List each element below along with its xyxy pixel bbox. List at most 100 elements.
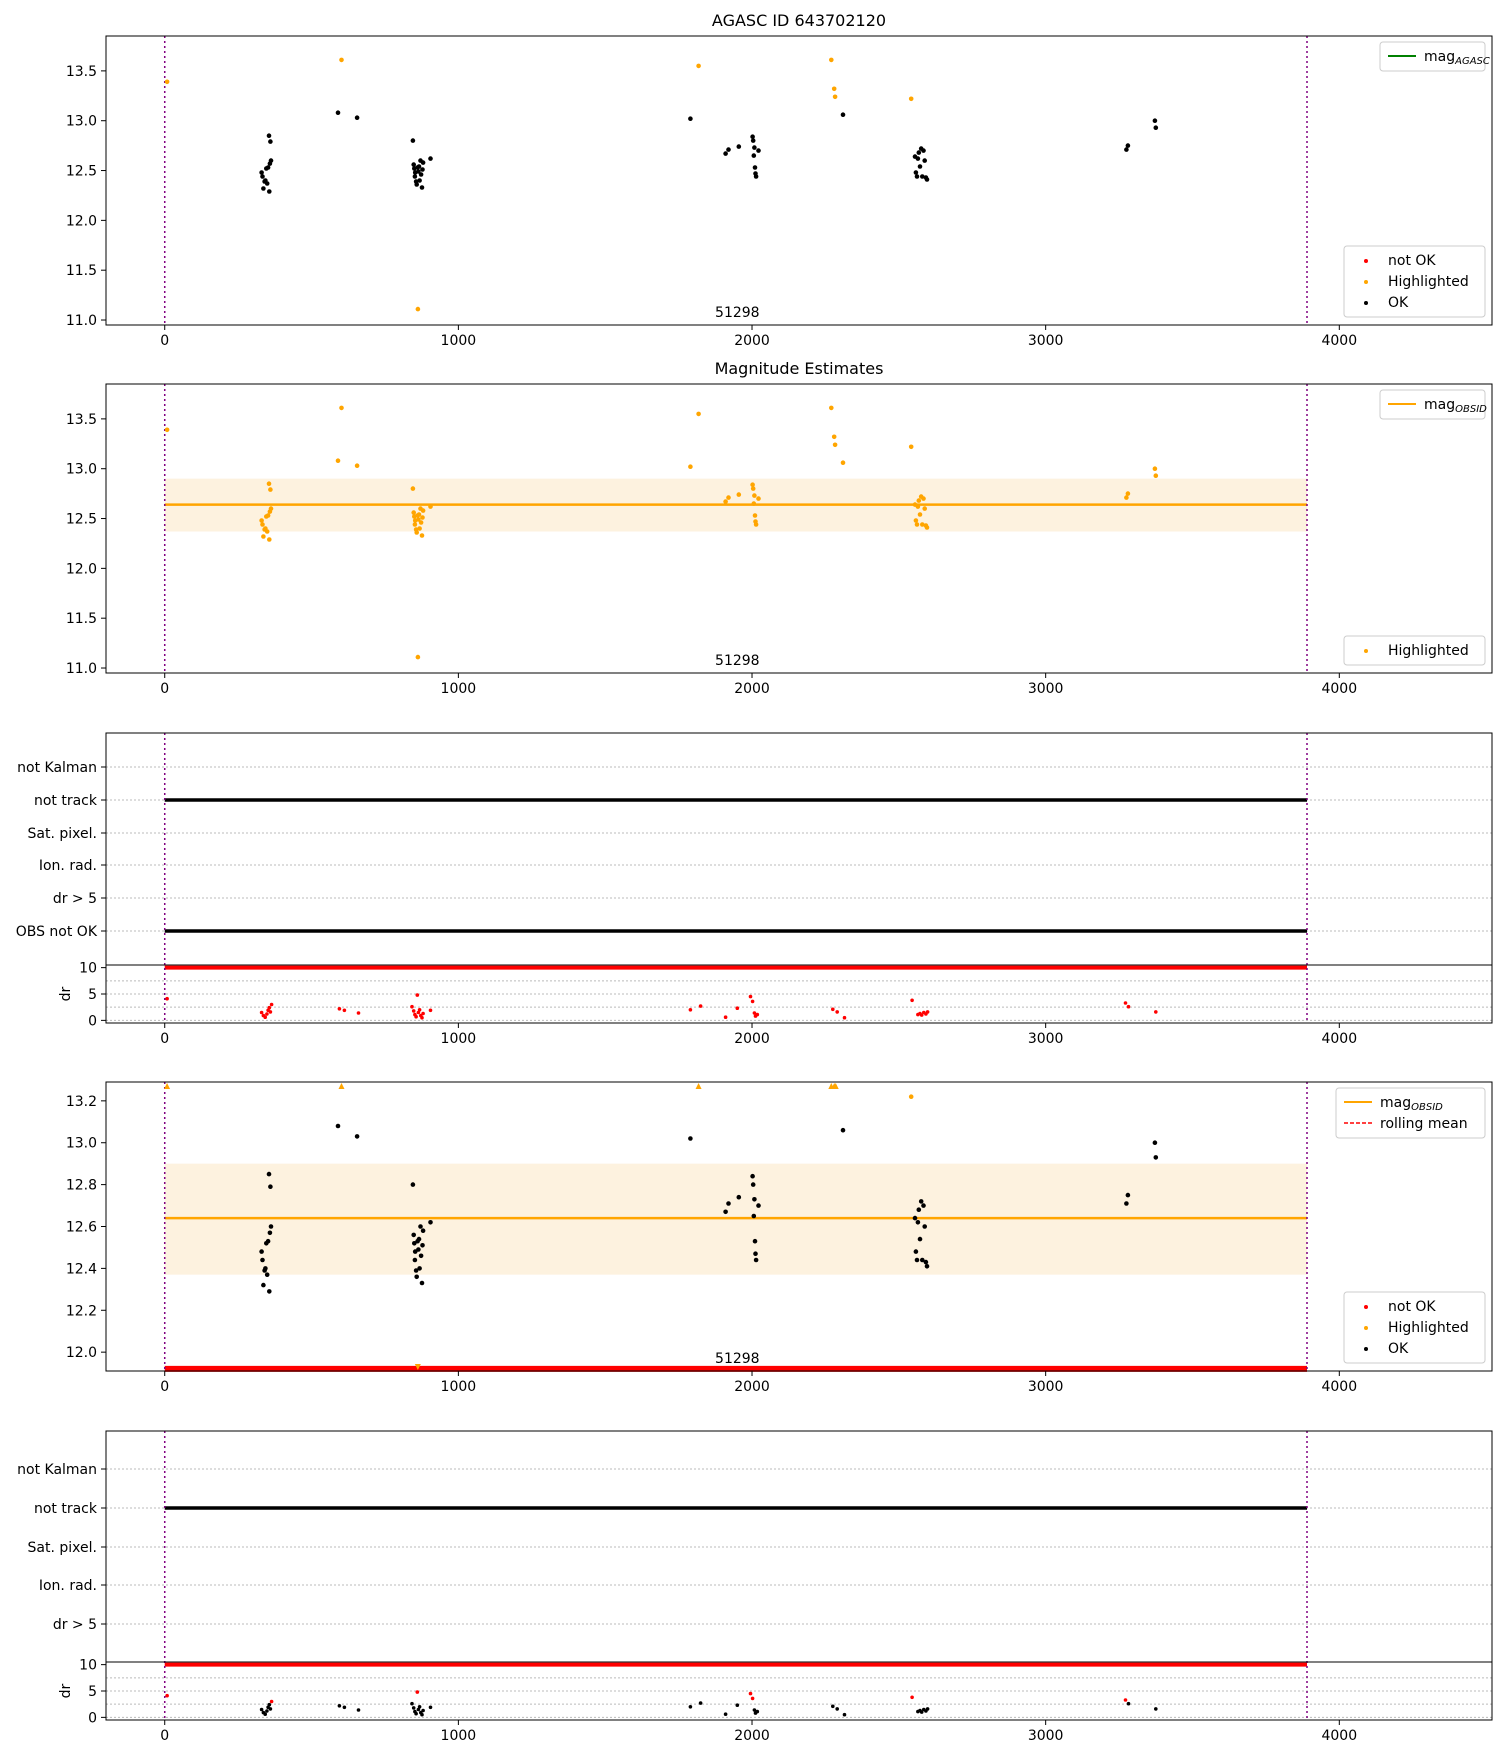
dr-point [342,1705,347,1710]
point-ok [753,1251,758,1256]
dr-point [735,1703,740,1707]
point-highlighted [267,537,272,542]
dr-point [755,1012,760,1017]
point-highlighted [339,57,344,63]
dr-point [420,1712,424,1717]
legend-label-text: mag [1424,49,1455,65]
x-tick-label: 2000 [734,1031,770,1047]
point-ok [920,174,925,179]
dr-point [919,1013,924,1017]
point-highlighted [696,411,701,417]
legend-label: Highlighted [1388,274,1469,290]
dr-point [410,1701,414,1706]
dr-point [925,1707,930,1711]
point-highlighted [416,517,421,522]
point-highlighted [913,518,919,523]
legend-frame [1335,1087,1486,1139]
point-highlighted [164,427,170,433]
point-ok [918,1199,924,1204]
point-highlighted [752,513,758,518]
panel-frame [105,383,1493,674]
point-highlighted [412,522,418,527]
point-highlighted [428,504,433,509]
dr-point [835,1010,839,1014]
panel-p3: not Kalman not track Sat. pixel. Ion. rad. d… [16,732,1493,1047]
legend-bottom-right: not OK Highlighted OK [1343,1291,1486,1364]
point-ok [723,151,728,156]
dr-point [269,1699,274,1704]
dr-point [723,1015,728,1019]
legend-label-text: Highlighted [1388,1320,1469,1336]
flag-category-label: Sat. pixel. [28,826,97,842]
point-ok [914,1257,920,1263]
dr-point [415,993,420,997]
legend-dot-swatch [1364,1305,1368,1309]
dr-point [165,1693,169,1698]
point-highlighted [924,525,930,530]
legend-label: magOBSID [1424,397,1487,415]
dr-point [735,1006,740,1010]
x-tick-label: 1000 [441,681,477,697]
point-highlighted [1124,495,1129,500]
y-tick-label: 11.5 [66,611,97,627]
point-highlighted [260,522,265,527]
x-tick-label: 3000 [1028,1379,1064,1395]
point-ok [268,139,273,144]
dr-point [342,1008,347,1013]
dr-point [748,1691,753,1696]
flag-category-label: Sat. pixel. [28,1540,97,1556]
dr-point [831,1007,835,1012]
point-ok [335,1123,341,1129]
point-ok [1125,143,1131,148]
point-ok [916,1207,922,1212]
point-ok [335,110,341,115]
flag-category-label: dr > 5 [53,891,97,907]
point-highlighted [916,498,922,503]
point-highlighted [416,512,422,517]
point-ok [751,1213,757,1219]
dr-point [263,1712,268,1716]
panel-frame [105,732,1493,1024]
legend-bottom-right: not OK Highlighted OK [1343,245,1486,318]
dr-point [1154,1707,1158,1711]
point-highlighted [259,518,264,523]
point-ok [416,1236,422,1242]
panel-p5: not Kalman not track Sat. pixel. Ion. rad. d… [17,1430,1493,1744]
x-tick-label: 2000 [734,1728,770,1744]
dr-axis-label: dr [58,986,74,1001]
dr-tick-label: 10 [79,1658,97,1674]
point-ok [921,1203,926,1208]
point-ok [1124,147,1129,152]
point-ok [752,145,757,150]
point-ok [354,1134,360,1139]
dr-point [842,1712,847,1717]
legend-label-subscript: OBSID [1455,404,1487,415]
dr-point [428,1008,433,1013]
legend-label-text: Highlighted [1388,274,1469,290]
point-ok [922,158,927,163]
y-tick-label: 12.5 [66,164,97,180]
dr-point [428,1705,433,1710]
point-ok [913,170,919,175]
clipped-marker-up [695,1083,702,1089]
point-highlighted [268,487,273,492]
legend-label: magOBSID [1380,1095,1443,1113]
dr-point [919,1710,924,1714]
legend-frame [1379,41,1486,72]
dr-axis-label: dr [58,1683,74,1698]
y-tick-label: 13.0 [66,1136,97,1152]
dr-point [842,1015,847,1020]
y-tick-label: 12.0 [66,561,97,577]
x-tick-label: 4000 [1321,681,1357,697]
dr-point [263,1015,268,1019]
legend-label: OK [1388,1341,1409,1357]
flag-category-label: Ion. rad. [39,858,97,874]
x-tick-label: 4000 [1321,1379,1357,1395]
point-ok [840,112,846,117]
point-ok [750,138,756,143]
dr-point [414,1014,418,1019]
dr-point [268,1707,273,1711]
point-ok [412,174,418,179]
legend-dot-swatch [1364,301,1368,305]
